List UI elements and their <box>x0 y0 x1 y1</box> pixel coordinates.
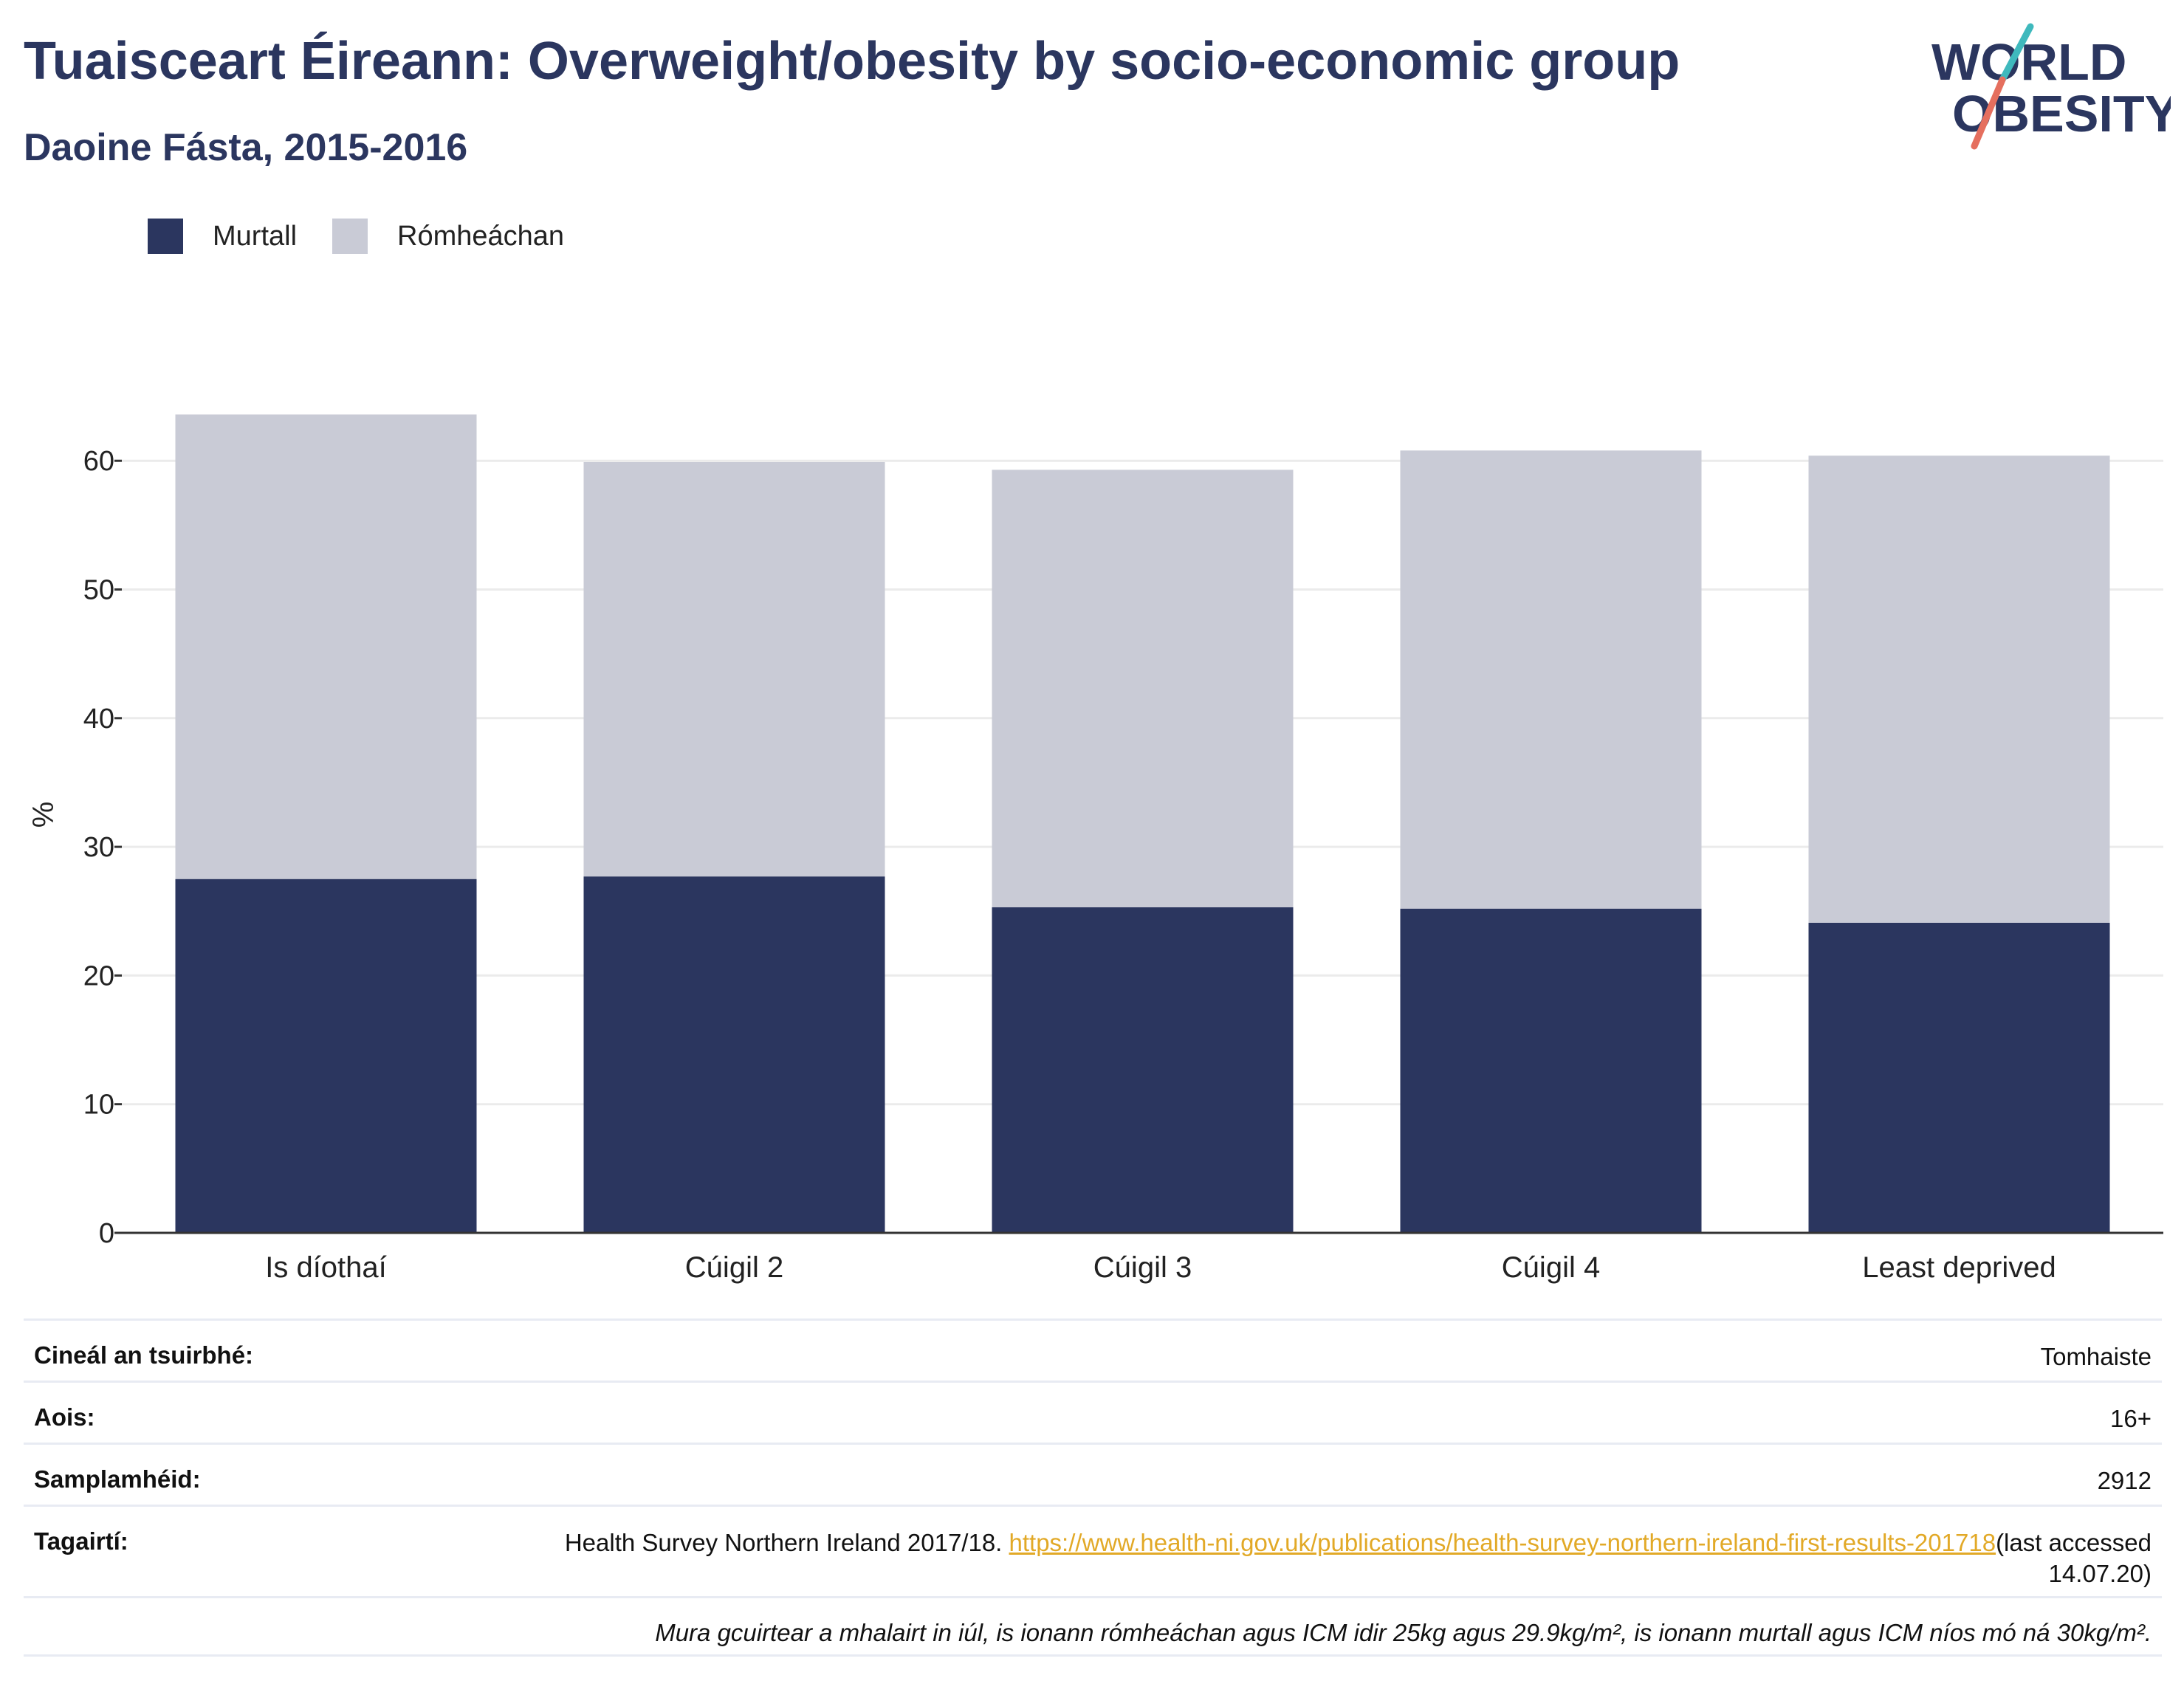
age-value: 16+ <box>2110 1405 2152 1432</box>
definition-note: Mura gcuirtear a mhalairt in iúl, is ion… <box>655 1619 2152 1646</box>
survey-type-label: Cineál an tsuirbhé: <box>34 1341 254 1369</box>
bar-obese-4 <box>1808 922 2110 1233</box>
y-tick-label-30: 30 <box>83 832 114 863</box>
logo-text-world: WORLD <box>1931 33 2126 91</box>
x-tick-label-4: Least deprived <box>1862 1251 2056 1284</box>
bar-overweight-4 <box>1808 455 2110 923</box>
info-table: Cineál an tsuirbhé: Tomhaiste Aois: 16+ … <box>24 1318 2162 1657</box>
bar-obese-1 <box>583 876 885 1233</box>
logo-teal-slash <box>1999 23 2034 83</box>
logo-coral-slash <box>1971 76 2006 150</box>
bar-obese-2 <box>992 907 1294 1233</box>
chart-subtitle: Daoine Fásta, 2015-2016 <box>24 126 468 169</box>
bar-overweight-1 <box>583 461 885 877</box>
y-tick-label-20: 20 <box>83 960 114 991</box>
references-value: Health Survey Northern Ireland 2017/18. … <box>527 1527 2152 1589</box>
chart-title: Tuaisceart Éireann: Overweight/obesity b… <box>24 32 1680 91</box>
bar-obese-0 <box>175 879 477 1233</box>
bar-overweight-3 <box>1400 450 1702 909</box>
bar-overweight-2 <box>992 470 1294 908</box>
sample-size-value: 2912 <box>2097 1467 2152 1494</box>
x-tick-label-3: Cúigil 4 <box>1502 1251 1600 1284</box>
references-link[interactable]: https://www.health-ni.gov.uk/publication… <box>1009 1529 1996 1556</box>
y-tick-label-0: 0 <box>99 1218 114 1249</box>
survey-type-value: Tomhaiste <box>2040 1343 2152 1370</box>
info-row-note: Mura gcuirtear a mhalairt in iúl, is ion… <box>24 1596 2162 1657</box>
references-text: Health Survey Northern Ireland 2017/18. <box>564 1529 1009 1556</box>
legend-label-obese: Murtall <box>213 220 298 252</box>
legend-swatch-overweight <box>332 219 368 254</box>
x-tick-label-1: Cúigil 2 <box>685 1251 783 1284</box>
y-tick-label-10: 10 <box>83 1090 114 1121</box>
legend-swatch-obese <box>148 219 183 254</box>
bar-obese-3 <box>1400 908 1702 1233</box>
info-row-survey-type: Cineál an tsuirbhé: Tomhaiste <box>24 1318 2162 1381</box>
x-tick-label-0: Is díothaí <box>265 1251 387 1284</box>
y-tick-label-50: 50 <box>83 575 114 606</box>
info-row-references: Tagairtí: Health Survey Northern Ireland… <box>24 1505 2162 1596</box>
y-tick-label-60: 60 <box>83 446 114 477</box>
world-obesity-logo: WORLD OBESITY <box>1931 23 2171 150</box>
info-row-age: Aois: 16+ <box>24 1381 2162 1443</box>
info-row-sample-size: Samplamhéid: 2912 <box>24 1443 2162 1505</box>
sample-size-label: Samplamhéid: <box>34 1465 201 1493</box>
age-label: Aois: <box>34 1403 95 1431</box>
bar-overweight-0 <box>175 414 477 879</box>
references-label: Tagairtí: <box>34 1527 128 1555</box>
stacked-bar-chart: 0 10 20 30 40 50 60% Is díothaí Cúigil 2 Cúigil 3… <box>27 414 2163 1284</box>
x-tick-label-2: Cúigil 3 <box>1093 1251 1192 1284</box>
references-suffix: (last accessed 14.07.20) <box>1996 1529 2152 1587</box>
legend-label-overweight: Rómheáchan <box>397 220 565 252</box>
chart-legend: Murtall Rómheáchan <box>148 219 600 254</box>
y-axis-label: % <box>27 802 60 828</box>
y-tick-label-40: 40 <box>83 704 114 735</box>
